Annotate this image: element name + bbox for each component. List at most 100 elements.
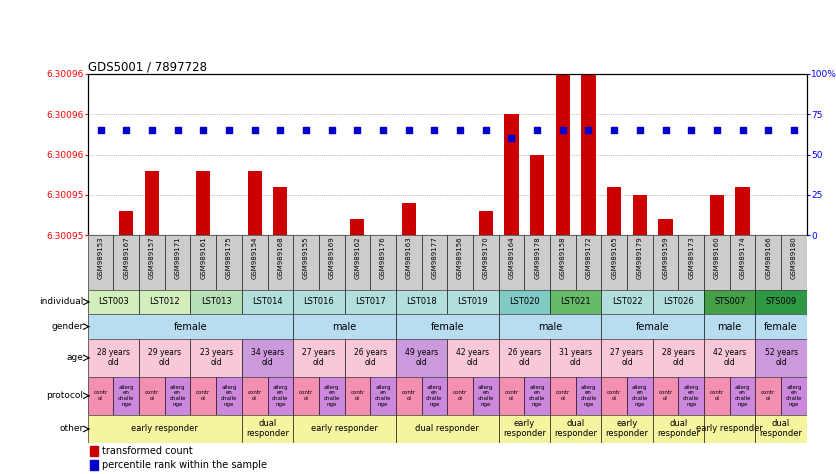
Bar	[756, 235, 781, 290]
Bar	[756, 377, 781, 415]
Bar	[653, 235, 678, 290]
Text: GSM989158: GSM989158	[560, 237, 566, 279]
Text: GSM989159: GSM989159	[662, 237, 669, 279]
Text: GSM989168: GSM989168	[278, 237, 283, 280]
Bar	[550, 377, 576, 415]
Bar	[242, 235, 268, 290]
Bar	[704, 290, 756, 314]
Text: 52 years
old: 52 years old	[764, 348, 798, 367]
Text: other: other	[59, 425, 84, 433]
Text: STS007: STS007	[714, 298, 746, 306]
Bar	[627, 377, 653, 415]
Bar	[756, 339, 807, 377]
Text: GSM989165: GSM989165	[611, 237, 617, 279]
Bar	[453, 235, 467, 251]
Text: allerg
en
challe
nge: allerg en challe nge	[580, 385, 597, 407]
Bar	[114, 377, 139, 415]
Text: GSM989167: GSM989167	[123, 237, 130, 280]
Bar	[787, 235, 801, 275]
Text: male: male	[333, 321, 357, 332]
Bar	[659, 219, 673, 235]
Bar	[504, 114, 518, 235]
Text: age: age	[67, 354, 84, 362]
Point	[402, 127, 415, 134]
Bar	[88, 415, 242, 443]
Point	[710, 127, 723, 134]
Text: GSM989178: GSM989178	[534, 237, 540, 280]
Bar	[498, 377, 524, 415]
Text: allerg
en
challe
nge: allerg en challe nge	[118, 385, 135, 407]
Bar	[730, 235, 756, 290]
Bar	[344, 235, 370, 290]
Text: contr
ol: contr ol	[607, 391, 621, 401]
Text: GSM989163: GSM989163	[405, 237, 412, 280]
Text: contr
ol: contr ol	[401, 391, 415, 401]
Bar	[350, 219, 364, 235]
Point	[633, 127, 646, 134]
Text: GSM989170: GSM989170	[482, 237, 489, 280]
Bar	[293, 290, 344, 314]
Text: early responder: early responder	[311, 425, 378, 433]
Text: early responder: early responder	[696, 425, 763, 433]
Bar	[601, 314, 704, 339]
Text: transformed count: transformed count	[102, 446, 192, 456]
Bar	[447, 235, 473, 290]
Bar	[268, 235, 293, 290]
Text: contr
ol: contr ol	[145, 391, 159, 401]
Bar	[396, 339, 447, 377]
Bar	[498, 314, 601, 339]
Text: GSM989161: GSM989161	[201, 237, 206, 280]
Point	[120, 127, 133, 134]
Bar	[447, 290, 498, 314]
Text: GSM989179: GSM989179	[637, 237, 643, 280]
Text: female: female	[764, 321, 798, 332]
Bar	[601, 290, 653, 314]
Text: GDS5001 / 7897728: GDS5001 / 7897728	[88, 61, 206, 74]
Bar	[653, 339, 704, 377]
Bar	[217, 235, 242, 290]
Text: female: female	[636, 321, 670, 332]
Text: allerg
en
challe
nge: allerg en challe nge	[170, 385, 186, 407]
Text: 26 years
old: 26 years old	[507, 348, 541, 367]
Point	[608, 127, 621, 134]
Text: GSM989173: GSM989173	[688, 237, 694, 280]
Bar	[88, 290, 139, 314]
Text: LST016: LST016	[303, 298, 334, 306]
Bar	[447, 377, 473, 415]
Text: 49 years
old: 49 years old	[405, 348, 438, 367]
Bar	[217, 377, 242, 415]
Bar	[653, 377, 678, 415]
Text: dual
responder: dual responder	[657, 419, 700, 438]
Text: dual responder: dual responder	[415, 425, 479, 433]
Bar	[704, 314, 756, 339]
Text: contr
ol: contr ol	[761, 391, 775, 401]
Text: dual
responder: dual responder	[246, 419, 289, 438]
Text: 31 years
old: 31 years old	[559, 348, 592, 367]
Bar	[678, 377, 704, 415]
Text: percentile rank within the sample: percentile rank within the sample	[102, 460, 267, 470]
Point	[659, 127, 672, 134]
Bar	[191, 290, 242, 314]
Bar	[653, 290, 704, 314]
Bar	[633, 195, 647, 235]
Bar	[165, 377, 191, 415]
Bar	[601, 339, 653, 377]
Point	[325, 127, 339, 134]
Bar	[781, 377, 807, 415]
Bar	[90, 460, 98, 470]
Text: 27 years
old: 27 years old	[610, 348, 644, 367]
Bar	[498, 415, 550, 443]
Text: GSM989175: GSM989175	[226, 237, 232, 279]
Bar	[319, 377, 344, 415]
Text: contr
ol: contr ol	[94, 391, 108, 401]
Text: 28 years
old: 28 years old	[662, 348, 695, 367]
Bar	[421, 377, 447, 415]
Text: contr
ol: contr ol	[247, 391, 262, 401]
Bar	[704, 339, 756, 377]
Point	[171, 127, 184, 134]
Bar	[576, 377, 601, 415]
Text: STS009: STS009	[766, 298, 797, 306]
Bar	[473, 377, 498, 415]
Text: 42 years
old: 42 years old	[713, 348, 747, 367]
Bar	[88, 235, 114, 290]
